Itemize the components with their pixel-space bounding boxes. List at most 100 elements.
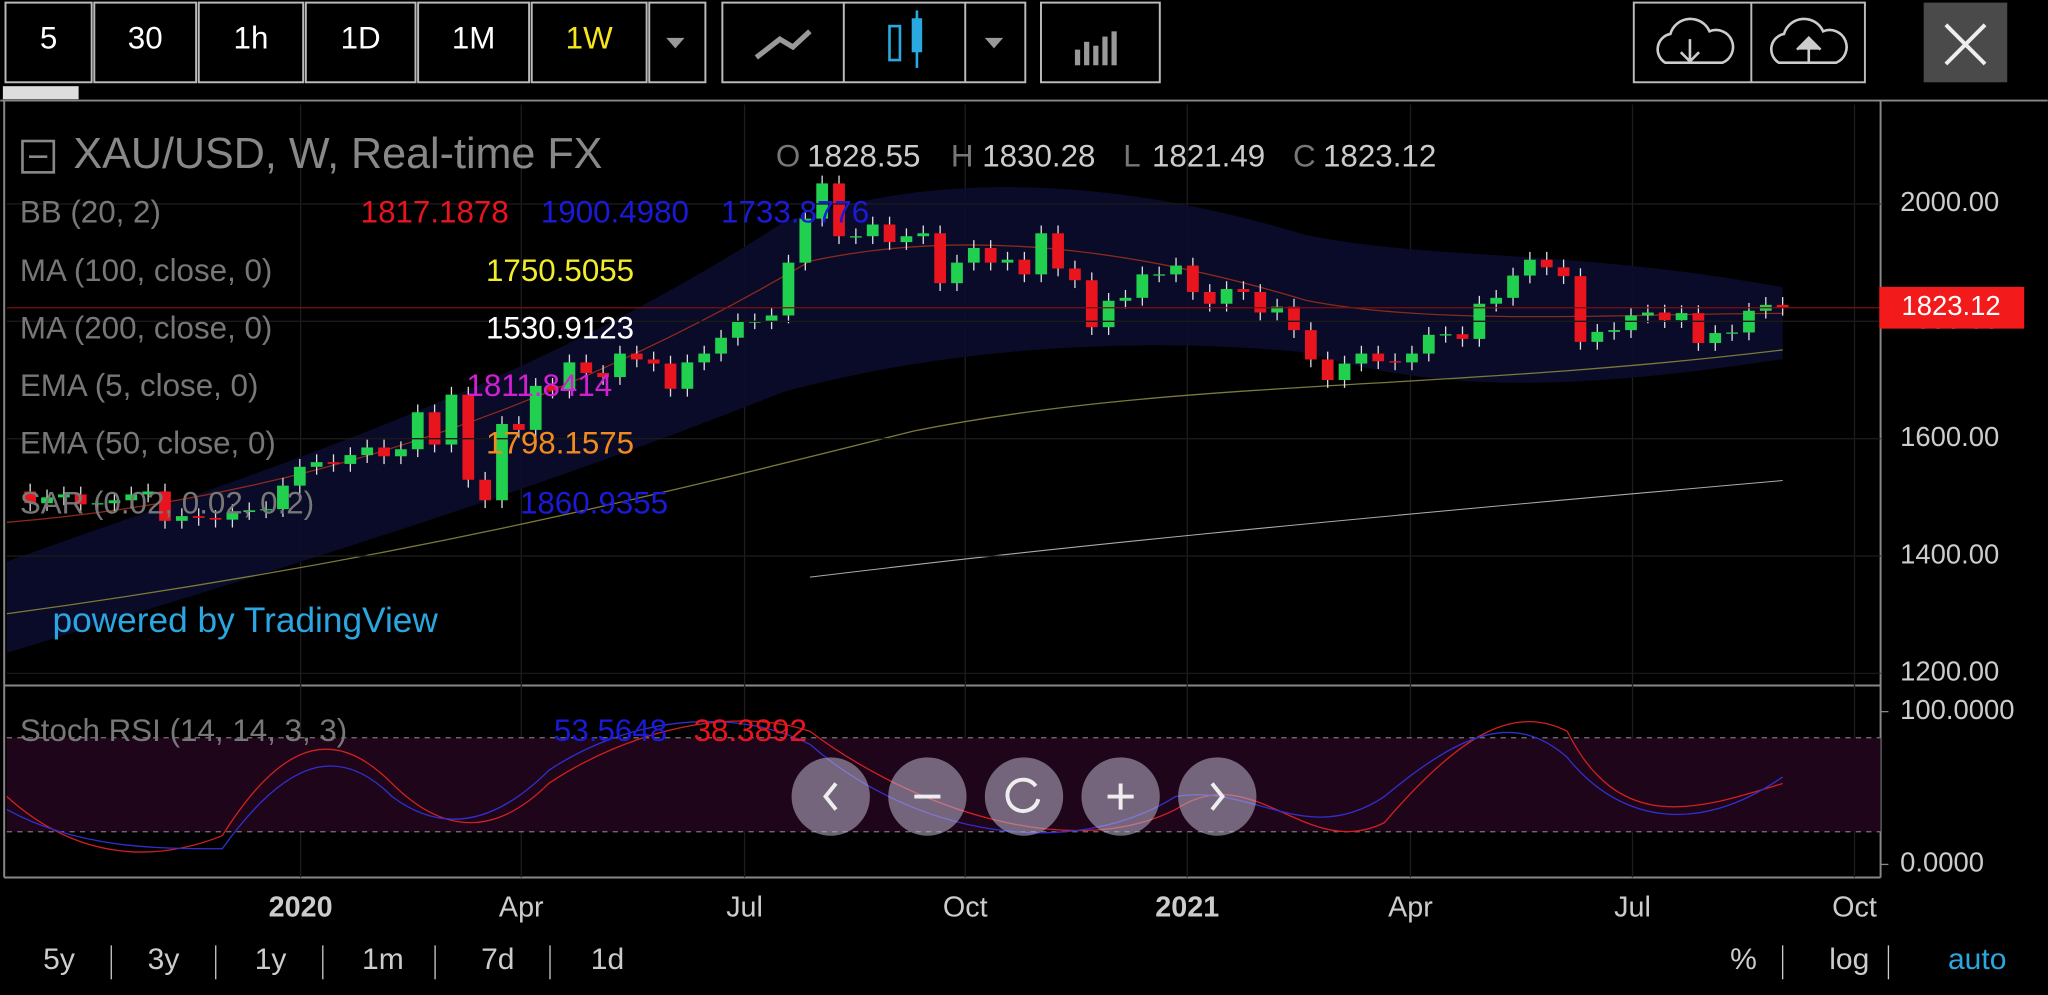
candle-body <box>378 447 390 457</box>
candle-body <box>732 321 744 338</box>
indicator-value: 1811.8414 <box>466 368 612 403</box>
ohlc-key: L <box>1123 138 1140 173</box>
indicator-value: 1798.1575 <box>486 426 634 461</box>
candle-body <box>1136 274 1149 298</box>
nav-icons <box>823 777 1225 813</box>
candle-body <box>681 362 694 389</box>
candle-body <box>91 503 104 505</box>
x-tick-label: Apr <box>499 891 544 923</box>
stoch-tick-label: 0.0000 <box>1900 847 1984 878</box>
indicator-name: MA (100, close, 0) <box>20 253 272 288</box>
indicator-icon <box>1074 31 1117 66</box>
candle-body <box>1422 334 1435 354</box>
scroll-left[interactable] <box>791 757 870 836</box>
candle-body <box>597 372 609 378</box>
candle-body <box>967 247 980 263</box>
scroll-right[interactable] <box>1178 757 1257 836</box>
interval-button[interactable] <box>304 1 417 84</box>
candle-body <box>1170 265 1182 275</box>
candle-body <box>580 362 593 373</box>
range-button[interactable]: 5y <box>43 943 75 976</box>
interval-dropdown[interactable] <box>648 1 707 84</box>
candle-body <box>1406 353 1418 363</box>
indicators-button[interactable] <box>1039 1 1161 84</box>
range-button[interactable]: 1d <box>591 943 624 976</box>
candle-body <box>1271 306 1284 313</box>
candle-body <box>1692 313 1705 344</box>
candle-body <box>142 491 155 495</box>
candle-body <box>344 455 357 464</box>
range-button[interactable]: 1m <box>362 943 404 976</box>
indicator-value: 1817.1878 <box>361 194 509 229</box>
candle-body <box>1675 313 1688 321</box>
candle-body <box>395 449 407 457</box>
candle-body <box>445 394 458 445</box>
candle-body <box>243 510 256 513</box>
candle-body <box>765 315 778 322</box>
candle-body <box>479 479 492 501</box>
candle-body <box>614 353 626 378</box>
candle-body <box>1658 312 1671 321</box>
candle-body <box>1338 363 1351 380</box>
chart-style-group[interactable] <box>721 1 1027 84</box>
candle-body <box>664 363 677 389</box>
interval-button[interactable] <box>4 1 93 84</box>
interval-button[interactable] <box>93 1 198 84</box>
cloud-icons <box>1656 17 1848 64</box>
candle-body <box>1085 280 1098 328</box>
candle-body <box>192 516 205 518</box>
candle-body <box>428 412 441 445</box>
candle-body <box>782 262 795 316</box>
candle-body <box>816 183 829 219</box>
candle-body <box>260 509 272 511</box>
candle-icon <box>888 10 923 68</box>
candle-body <box>799 218 812 263</box>
candle-body <box>1372 353 1385 362</box>
candle-body <box>496 424 508 501</box>
candle-body <box>849 236 862 238</box>
x-tick-label: 2021 <box>1155 891 1219 923</box>
candle-body <box>1439 334 1452 336</box>
ema-line <box>6 244 1783 523</box>
candle-body <box>951 262 963 284</box>
collapse-icon[interactable] <box>21 139 56 174</box>
candle-body <box>1776 304 1789 308</box>
range-button[interactable]: 7d <box>481 943 514 976</box>
candle-body <box>1187 265 1199 292</box>
candle-body <box>293 466 306 486</box>
candle-body <box>1237 289 1250 292</box>
interval-label: 1D <box>341 21 381 56</box>
scale-button[interactable]: log <box>1829 943 1869 976</box>
candle-body <box>58 494 70 498</box>
reset[interactable] <box>984 757 1064 836</box>
scroll-tab <box>2 86 79 100</box>
interval-button[interactable] <box>417 1 531 84</box>
y-tick-label: 1600.00 <box>1900 421 1999 452</box>
candle-body <box>1254 291 1267 313</box>
range-button[interactable]: 3y <box>148 943 180 976</box>
candle-body <box>125 494 138 501</box>
indicator-value: 1860.9355 <box>520 486 668 521</box>
scale-button[interactable]: auto <box>1948 943 2006 976</box>
candle-body <box>1726 332 1738 334</box>
x-tick-label: Oct <box>943 891 988 923</box>
dynamic: 5301h1D1M1W2000.001800.001600.001400.001… <box>4 1 2025 980</box>
interval-button[interactable] <box>530 1 648 84</box>
toolbar <box>721 1 1866 84</box>
candle-body <box>715 337 727 354</box>
ohlc-key: C <box>1293 138 1316 173</box>
candle-body <box>1288 306 1300 331</box>
scale-button[interactable]: % <box>1730 943 1757 976</box>
cloud-group[interactable] <box>1632 1 1866 84</box>
y-tick-label: 1400.00 <box>1900 538 1999 569</box>
interval-button[interactable] <box>197 1 305 84</box>
candle-body <box>512 424 525 430</box>
candle-body <box>411 412 424 450</box>
range-button[interactable]: 1y <box>255 943 287 976</box>
x-tick-label: Apr <box>1388 891 1433 923</box>
candle-body <box>1052 233 1064 269</box>
indicator-name: BB (20, 2) <box>20 194 161 229</box>
ma-200-line <box>809 480 1783 578</box>
ohlc-key: H <box>951 138 974 173</box>
